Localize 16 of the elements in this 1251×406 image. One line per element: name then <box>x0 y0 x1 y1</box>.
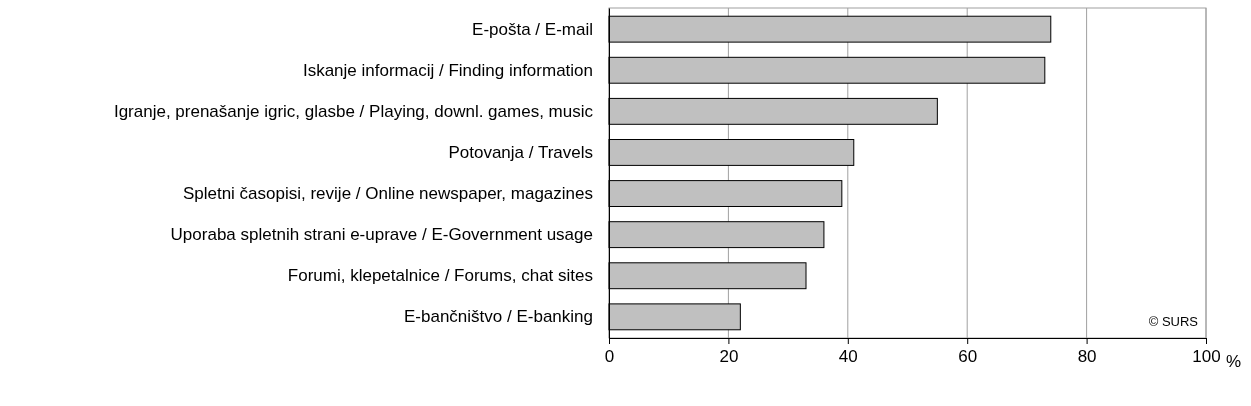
y-tick-label: Forumi, klepetalnice / Forums, chat sites <box>287 266 593 286</box>
x-tick-label: 0 <box>604 347 615 367</box>
y-tick-label: Potovanja / Travels <box>448 142 593 162</box>
y-tick-label: E-bančništvo / E-banking <box>404 307 593 327</box>
y-tick-label: Igranje, prenašanje igric, glasbe / Playing, downl. games, music <box>113 101 594 121</box>
x-tick-label: 20 <box>719 347 739 367</box>
x-tick-label: 60 <box>958 347 978 367</box>
x-axis-title: % <box>1226 352 1242 371</box>
x-tick-label: 40 <box>838 347 858 367</box>
y-tick-label: E-pošta / E-mail <box>472 19 593 39</box>
x-tick-label: 80 <box>1077 347 1097 367</box>
x-tick-label: 100 <box>1192 347 1221 367</box>
y-tick-label: Spletni časopisi, revije / Online newspaper, magazines <box>182 183 593 203</box>
y-tick-label: Iskanje informacij / Finding information <box>302 60 593 80</box>
y-tick-label: Uporaba spletnih strani e-uprave / E-Government usage <box>170 225 593 245</box>
annotation: © SURS <box>1148 314 1199 329</box>
